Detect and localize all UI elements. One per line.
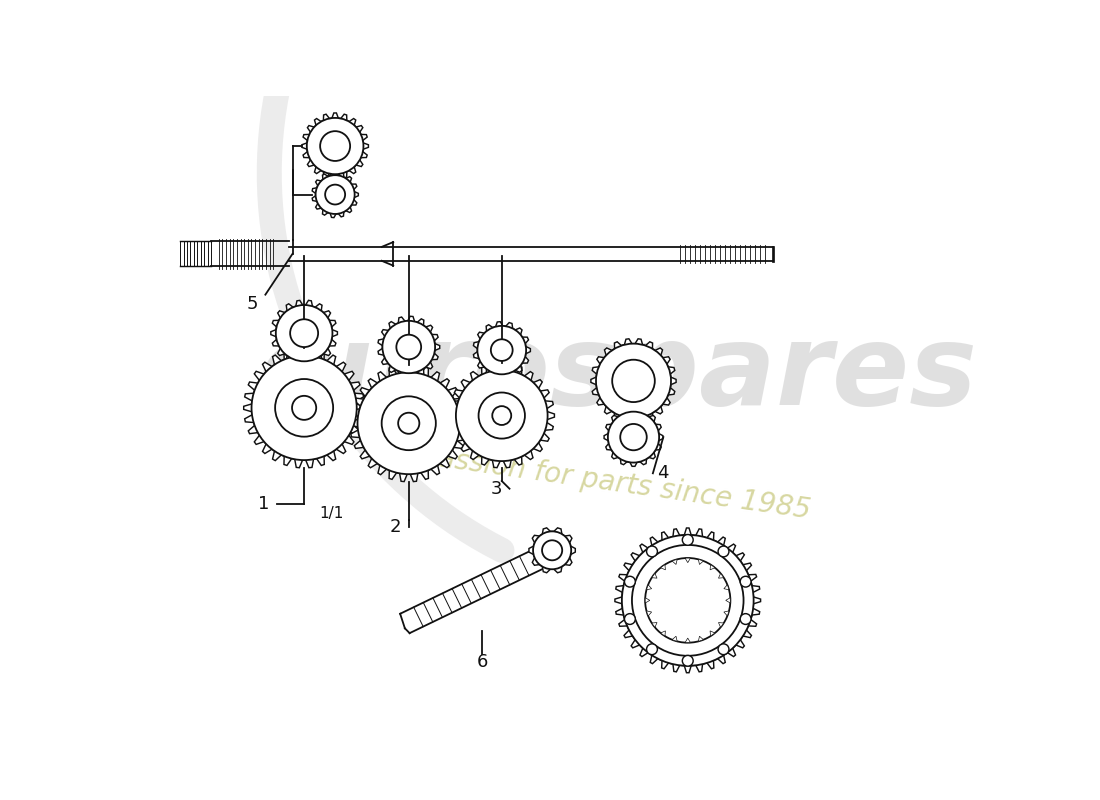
Polygon shape — [615, 528, 760, 673]
Text: 2: 2 — [389, 518, 402, 536]
Polygon shape — [672, 559, 678, 565]
Circle shape — [307, 118, 363, 174]
Text: 4: 4 — [657, 464, 669, 482]
Polygon shape — [271, 300, 338, 366]
Circle shape — [275, 379, 333, 437]
Circle shape — [398, 413, 419, 434]
Circle shape — [740, 576, 751, 587]
Circle shape — [493, 406, 512, 425]
Circle shape — [326, 185, 345, 205]
Text: 1: 1 — [257, 495, 270, 513]
Polygon shape — [726, 598, 730, 603]
Text: 6: 6 — [476, 653, 488, 671]
Polygon shape — [698, 636, 703, 642]
Circle shape — [740, 614, 751, 625]
Text: 1/1: 1/1 — [320, 506, 344, 521]
Circle shape — [596, 344, 671, 418]
Polygon shape — [661, 565, 666, 570]
Text: 5: 5 — [246, 295, 257, 313]
Circle shape — [608, 412, 659, 462]
Circle shape — [382, 396, 436, 450]
Circle shape — [320, 131, 350, 161]
Polygon shape — [378, 316, 440, 378]
Circle shape — [477, 326, 526, 374]
Circle shape — [718, 644, 729, 654]
Circle shape — [647, 546, 658, 557]
Text: a passion for parts since 1985: a passion for parts since 1985 — [393, 438, 812, 524]
Circle shape — [625, 614, 636, 625]
Polygon shape — [718, 622, 724, 627]
Polygon shape — [646, 598, 650, 603]
Polygon shape — [652, 622, 657, 627]
Polygon shape — [685, 558, 691, 562]
Polygon shape — [672, 636, 678, 642]
Polygon shape — [718, 574, 724, 578]
Polygon shape — [591, 338, 676, 423]
Circle shape — [396, 334, 421, 359]
Circle shape — [534, 531, 571, 570]
Polygon shape — [604, 408, 663, 466]
Circle shape — [682, 655, 693, 666]
Circle shape — [290, 319, 318, 347]
Circle shape — [718, 546, 729, 557]
Polygon shape — [473, 322, 530, 378]
Circle shape — [316, 175, 354, 214]
Circle shape — [631, 545, 744, 656]
Circle shape — [542, 540, 562, 560]
Polygon shape — [711, 631, 715, 636]
Polygon shape — [312, 171, 359, 218]
Circle shape — [252, 355, 356, 460]
Polygon shape — [685, 638, 691, 642]
Circle shape — [491, 339, 513, 361]
Circle shape — [276, 305, 332, 362]
Polygon shape — [724, 611, 729, 616]
Polygon shape — [350, 365, 468, 482]
Polygon shape — [529, 528, 575, 573]
Polygon shape — [301, 113, 368, 179]
Polygon shape — [244, 348, 364, 468]
Circle shape — [645, 558, 730, 642]
Circle shape — [292, 396, 316, 420]
Circle shape — [478, 393, 525, 438]
Circle shape — [358, 372, 460, 474]
Polygon shape — [724, 585, 729, 590]
Polygon shape — [711, 565, 715, 570]
Polygon shape — [652, 574, 657, 578]
Polygon shape — [647, 585, 651, 590]
Circle shape — [682, 534, 693, 546]
Circle shape — [621, 535, 754, 666]
Circle shape — [647, 644, 658, 654]
Circle shape — [620, 424, 647, 450]
Polygon shape — [661, 631, 666, 636]
Polygon shape — [698, 559, 703, 565]
Circle shape — [613, 360, 654, 402]
Circle shape — [625, 576, 636, 587]
Text: 3: 3 — [491, 480, 502, 498]
Text: eurospares: eurospares — [258, 318, 978, 429]
Circle shape — [383, 321, 436, 373]
Polygon shape — [647, 611, 651, 616]
Circle shape — [455, 370, 548, 461]
Polygon shape — [449, 363, 554, 468]
